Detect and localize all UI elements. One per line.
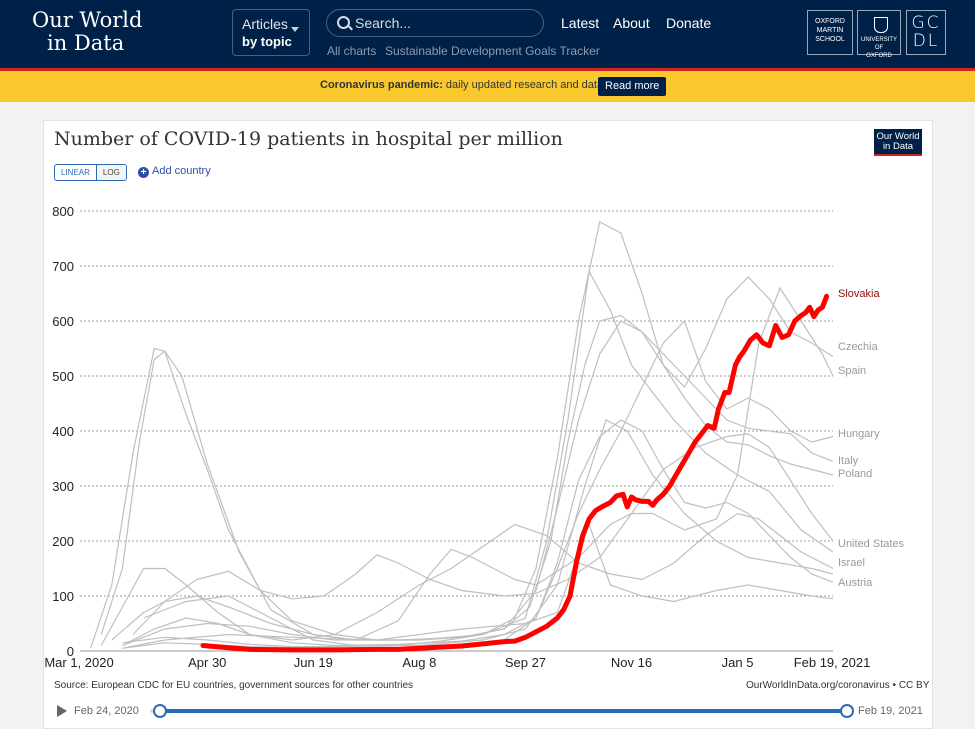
y-tick-label: 200 bbox=[52, 534, 74, 549]
add-country-label: Add country bbox=[152, 165, 211, 177]
nav-latest[interactable]: Latest bbox=[561, 15, 600, 31]
banner-bold: Coronavirus pandemic: bbox=[320, 79, 443, 91]
x-tick-label: Jan 5 bbox=[722, 655, 754, 670]
nav-donate[interactable]: Donate bbox=[666, 15, 712, 31]
search-icon bbox=[337, 16, 350, 29]
x-tick-label: Sep 27 bbox=[505, 655, 546, 670]
x-tick-label: Nov 16 bbox=[611, 655, 652, 670]
x-tick-label: Mar 1, 2020 bbox=[44, 655, 113, 670]
oxford-crest-icon bbox=[874, 17, 888, 33]
series-line-united-states[interactable] bbox=[111, 433, 834, 641]
y-tick-label: 100 bbox=[52, 589, 74, 604]
series-label-italy[interactable]: Italy bbox=[838, 455, 859, 467]
series-label-poland[interactable]: Poland bbox=[838, 468, 872, 480]
plus-icon: + bbox=[138, 167, 149, 178]
timeline-end-date: Feb 19, 2021 bbox=[858, 705, 923, 717]
series-label-austria[interactable]: Austria bbox=[838, 577, 873, 589]
y-axis-ticks: 0 100 200 300 400 500 600 700 800 bbox=[52, 204, 74, 659]
chart-title: Number of COVID-19 patients in hospital … bbox=[54, 128, 563, 150]
oxford-line-2: OXFORD bbox=[866, 53, 892, 59]
y-tick-label: 0 bbox=[67, 644, 74, 659]
university-of-oxford-logo[interactable]: UNIVERSITY OF OXFORD bbox=[857, 10, 901, 59]
nav-about[interactable]: About bbox=[613, 15, 650, 31]
nav-sdg-tracker[interactable]: Sustainable Development Goals Tracker bbox=[385, 44, 600, 58]
series-line-hungary[interactable] bbox=[122, 319, 834, 649]
oms-line-2: MARTIN bbox=[816, 27, 844, 34]
chart-source: Source: European CDC for EU countries, g… bbox=[54, 680, 414, 691]
chevron-down-icon bbox=[291, 27, 299, 32]
owid-badge-logo[interactable]: Our World in Data bbox=[874, 129, 922, 156]
y-tick-label: 700 bbox=[52, 259, 74, 274]
site-logo[interactable]: Our World in Data bbox=[32, 9, 142, 55]
play-icon[interactable] bbox=[57, 705, 67, 717]
timeline-start-handle[interactable] bbox=[153, 704, 167, 718]
timeline-range[interactable] bbox=[158, 709, 846, 713]
y-tick-label: 300 bbox=[52, 479, 74, 494]
series-line-italy[interactable] bbox=[90, 320, 834, 649]
articles-by-topic-button[interactable]: Articles by topic bbox=[232, 9, 310, 56]
logo-line-1: Our World bbox=[32, 8, 143, 32]
search-placeholder: Search... bbox=[355, 15, 412, 31]
y-tick-label: 800 bbox=[52, 204, 74, 219]
x-tick-label: Jun 19 bbox=[294, 655, 333, 670]
timeline-end-handle[interactable] bbox=[840, 704, 854, 718]
oxford-martin-school-logo[interactable]: OXFORD MARTIN SCHOOL bbox=[807, 10, 853, 55]
oxford-line-1: UNIVERSITY OF bbox=[860, 37, 897, 51]
series-label-czechia[interactable]: Czechia bbox=[838, 341, 879, 353]
coronavirus-banner: Coronavirus pandemic: daily updated rese… bbox=[0, 71, 975, 102]
timeline-start-date: Feb 24, 2020 bbox=[74, 705, 139, 717]
gcdl-line-2: DL bbox=[912, 31, 940, 51]
series-line-spain[interactable] bbox=[100, 286, 834, 641]
site-header bbox=[0, 0, 975, 68]
scale-linear-button[interactable]: LINEAR bbox=[55, 165, 97, 180]
series-line-unlabeled-11[interactable] bbox=[122, 522, 834, 649]
scale-log-button[interactable]: LOG bbox=[96, 165, 126, 180]
series-line-poland[interactable] bbox=[122, 314, 834, 647]
y-tick-label: 500 bbox=[52, 369, 74, 384]
banner-body: daily updated research and data. bbox=[442, 79, 607, 91]
chart-credit[interactable]: OurWorldInData.org/coronavirus • CC BY bbox=[746, 680, 930, 691]
x-tick-label: Feb 19, 2021 bbox=[794, 655, 871, 670]
series-line-israel[interactable] bbox=[122, 512, 834, 647]
logo-line-2: in Data bbox=[47, 31, 125, 55]
gcdl-line-1: GC bbox=[911, 13, 941, 33]
oms-line-3: SCHOOL bbox=[815, 36, 845, 43]
oms-line-1: OXFORD bbox=[815, 18, 845, 25]
series-line-unlabeled-9[interactable] bbox=[132, 269, 834, 641]
series-label-spain[interactable]: Spain bbox=[838, 365, 866, 377]
banner-text: Coronavirus pandemic: daily updated rese… bbox=[320, 79, 606, 91]
y-tick-label: 400 bbox=[52, 424, 74, 439]
series-label-hungary[interactable]: Hungary bbox=[838, 428, 880, 440]
x-tick-label: Aug 8 bbox=[402, 655, 436, 670]
header-accent-line bbox=[0, 68, 975, 71]
add-country-button[interactable]: + Add country bbox=[138, 165, 211, 178]
series-line-czechia[interactable] bbox=[122, 221, 834, 648]
y-tick-label: 600 bbox=[52, 314, 74, 329]
background-series bbox=[90, 221, 834, 649]
articles-label: Articles bbox=[242, 16, 288, 32]
series-label-slovakia[interactable]: Slovakia bbox=[838, 288, 880, 300]
gcdl-logo[interactable]: GC DL bbox=[906, 10, 946, 55]
scale-toggle: LINEAR LOG bbox=[54, 164, 127, 181]
badge-line-1: Our World bbox=[876, 131, 920, 142]
series-line-slovakia[interactable] bbox=[200, 293, 830, 653]
by-topic-label: by topic bbox=[242, 34, 292, 49]
nav-all-charts[interactable]: All charts bbox=[327, 44, 377, 58]
series-line-unlabeled-10[interactable] bbox=[143, 419, 834, 647]
badge-line-2: in Data bbox=[882, 141, 914, 152]
read-more-button[interactable]: Read more bbox=[598, 77, 667, 96]
grid-lines bbox=[80, 210, 833, 652]
series-line-austria[interactable] bbox=[100, 419, 834, 647]
x-tick-label: Apr 30 bbox=[188, 655, 226, 670]
search-input[interactable]: Search... bbox=[326, 9, 544, 37]
series-label-israel[interactable]: Israel bbox=[838, 557, 865, 569]
x-axis-ticks: Mar 1, 2020 Apr 30 Jun 19 Aug 8 Sep 27 Nov 16… bbox=[44, 655, 870, 670]
highlighted-series bbox=[200, 293, 830, 653]
series-label-united-states[interactable]: United States bbox=[838, 538, 905, 550]
